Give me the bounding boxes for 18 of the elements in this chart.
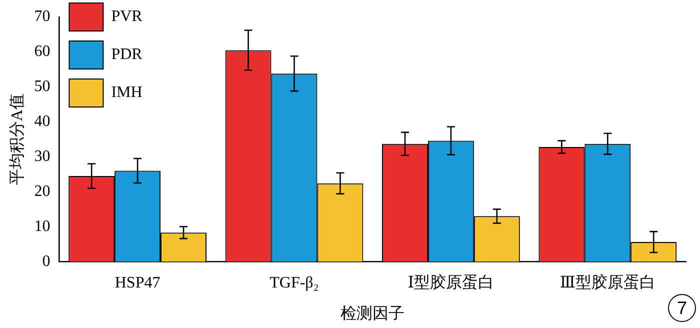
y-tick-label: 10 <box>34 218 50 235</box>
y-tick-label: 0 <box>42 252 50 270</box>
legend-label: IMH <box>111 84 143 102</box>
y-tick-label: 50 <box>34 78 50 96</box>
x-axis-title: 检测因子 <box>340 304 405 323</box>
y-tick-label: 70 <box>34 8 50 26</box>
x-tick-label: Ⅰ型胶原蛋白 <box>408 273 494 292</box>
x-tick-label: HSP47 <box>114 274 160 292</box>
legend-label: PVR <box>111 8 143 26</box>
x-tick-label: Ⅲ型胶原蛋白 <box>560 273 656 292</box>
y-tick-label: 40 <box>34 113 50 130</box>
x-tick-label: TGF-β₂ <box>270 274 319 292</box>
legend-label: PDR <box>111 46 143 64</box>
y-tick-label: 60 <box>34 43 50 60</box>
y-tick-label: 20 <box>34 182 50 200</box>
y-axis-title: 平均积分A值 <box>8 94 26 186</box>
y-tick-label: 30 <box>34 148 50 165</box>
text: 7 <box>668 294 696 322</box>
